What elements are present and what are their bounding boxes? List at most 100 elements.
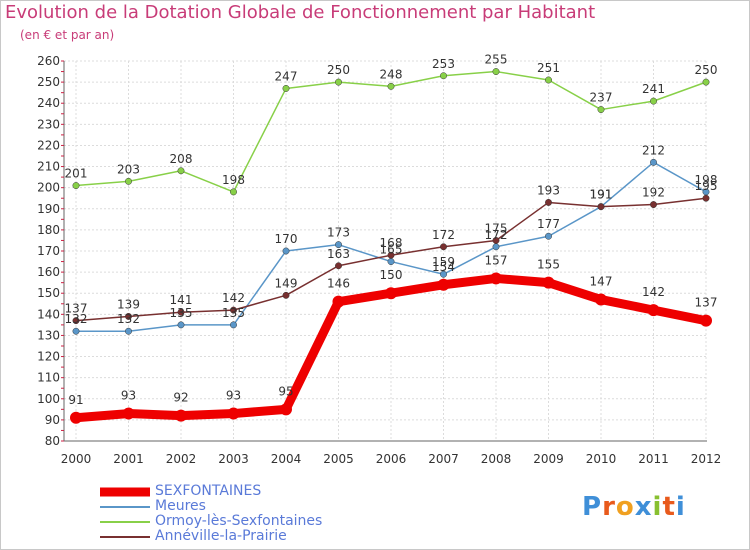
logo-letter: o — [615, 492, 635, 522]
point-sexfontaines-2005 — [332, 295, 345, 308]
point-ormoy-2000 — [72, 182, 80, 190]
data-label-anneville-2001: 139 — [117, 297, 140, 311]
data-label-ormoy-2001: 203 — [117, 162, 140, 176]
data-label-anneville-2012: 195 — [695, 179, 718, 193]
y-tick-label-260: 260 — [37, 54, 60, 68]
data-label-meures-2007: 159 — [432, 255, 455, 269]
y-tick-label-220: 220 — [37, 138, 60, 152]
y-tick-label-200: 200 — [37, 181, 60, 195]
point-ormoy-2002 — [177, 167, 185, 175]
data-label-ormoy-2002: 208 — [170, 152, 193, 166]
point-meures-2004 — [282, 247, 290, 255]
data-label-ormoy-2007: 253 — [432, 57, 455, 71]
y-tick-label-90: 90 — [45, 413, 60, 427]
data-label-meures-2000: 132 — [65, 312, 88, 326]
data-label-ormoy-2005: 250 — [327, 63, 350, 77]
point-ormoy-2008 — [492, 68, 500, 76]
data-label-sexfontaines-2005: 146 — [327, 277, 350, 291]
point-ormoy-2003 — [230, 188, 237, 196]
data-label-anneville-2005: 163 — [327, 247, 350, 261]
data-label-ormoy-2011: 241 — [642, 82, 665, 96]
y-tick-label-140: 140 — [37, 307, 60, 321]
chart-title: Evolution de la Dotation Globale de Fonc… — [5, 2, 596, 23]
point-meures-2003 — [230, 321, 237, 329]
point-anneville-2001 — [125, 312, 132, 320]
data-label-anneville-2006: 168 — [380, 236, 403, 250]
point-ormoy-2011 — [650, 97, 657, 105]
y-tick-label-130: 130 — [37, 328, 60, 342]
data-label-anneville-2010: 191 — [590, 188, 613, 202]
x-tick-label-2012: 2012 — [691, 452, 722, 466]
legend-label-sexfontaines: SEXFONTAINES — [155, 483, 262, 499]
data-label-meures-2002: 135 — [170, 306, 193, 320]
data-label-ormoy-2009: 251 — [537, 61, 560, 75]
data-label-sexfontaines-2002: 92 — [173, 391, 188, 405]
point-meures-2008 — [492, 243, 500, 251]
x-tick-label-2010: 2010 — [586, 452, 617, 466]
x-tick-label-2001: 2001 — [113, 452, 144, 466]
point-anneville-2003 — [230, 306, 237, 314]
y-tick-label-120: 120 — [37, 350, 60, 364]
logo-letter: i — [652, 492, 663, 522]
logo-letter: x — [634, 492, 653, 522]
data-label-ormoy-2004: 247 — [275, 69, 298, 83]
x-tick-label-2002: 2002 — [166, 452, 197, 466]
data-label-meures-2010: 191 — [590, 188, 613, 202]
point-anneville-2005 — [335, 262, 342, 270]
point-meures-2006 — [387, 258, 395, 266]
data-label-sexfontaines-2007: 154 — [432, 260, 455, 274]
data-label-meures-2011: 212 — [642, 143, 665, 157]
data-label-anneville-2002: 141 — [170, 293, 193, 307]
data-label-ormoy-2010: 237 — [590, 91, 613, 105]
data-label-meures-2004: 170 — [275, 232, 298, 246]
data-label-anneville-2000: 137 — [65, 302, 88, 316]
y-tick-label-170: 170 — [37, 244, 60, 258]
logo-letter: t — [662, 492, 676, 522]
logo-letter: i — [675, 492, 686, 522]
data-label-meures-2005: 173 — [327, 226, 350, 240]
y-tick-label-100: 100 — [37, 392, 60, 406]
x-tick-label-2006: 2006 — [376, 452, 407, 466]
data-label-anneville-2003: 142 — [222, 291, 245, 305]
data-label-meures-2006: 165 — [380, 243, 403, 257]
point-anneville-2007 — [440, 243, 447, 251]
y-tick-label-150: 150 — [37, 286, 60, 300]
point-sexfontaines-2012 — [700, 314, 712, 327]
data-label-ormoy-2008: 255 — [485, 53, 508, 67]
data-label-sexfontaines-2000: 91 — [68, 393, 83, 407]
y-tick-label-110: 110 — [37, 371, 60, 385]
y-tick-label-250: 250 — [37, 75, 60, 89]
point-ormoy-2012 — [702, 78, 710, 86]
y-tick-label-210: 210 — [37, 160, 60, 174]
x-tick-label-2004: 2004 — [271, 452, 302, 466]
point-sexfontaines-2002 — [175, 409, 187, 422]
logo-letter: r — [602, 492, 616, 522]
y-tick-label-240: 240 — [37, 96, 60, 110]
point-anneville-2012 — [702, 194, 710, 202]
data-label-sexfontaines-2010: 147 — [590, 275, 613, 289]
point-sexfontaines-2009 — [542, 276, 555, 289]
point-anneville-2008 — [492, 236, 500, 244]
data-label-meures-2008: 172 — [485, 228, 508, 242]
data-label-meures-2009: 177 — [537, 217, 560, 231]
point-meures-2001 — [125, 327, 132, 335]
data-label-anneville-2007: 172 — [432, 228, 455, 242]
data-label-anneville-2004: 149 — [275, 276, 298, 290]
data-label-ormoy-2006: 248 — [380, 67, 403, 81]
point-anneville-2006 — [387, 251, 395, 259]
data-label-anneville-2008: 175 — [485, 221, 508, 235]
legend-swatch-meures — [100, 505, 150, 508]
point-anneville-2009 — [545, 198, 552, 206]
legend-label-ormoy: Ormoy-lès-Sexfontaines — [155, 513, 323, 529]
point-sexfontaines-2001 — [122, 407, 135, 420]
x-tick-label-2011: 2011 — [638, 452, 669, 466]
y-tick-label-180: 180 — [37, 223, 60, 237]
x-tick-label-2005: 2005 — [323, 452, 354, 466]
data-label-anneville-2009: 193 — [537, 183, 560, 197]
data-label-ormoy-2000: 201 — [65, 167, 88, 181]
x-tick-label-2008: 2008 — [481, 452, 512, 466]
point-sexfontaines-2004 — [280, 403, 292, 416]
point-ormoy-2004 — [282, 84, 290, 92]
point-anneville-2010 — [597, 203, 605, 211]
